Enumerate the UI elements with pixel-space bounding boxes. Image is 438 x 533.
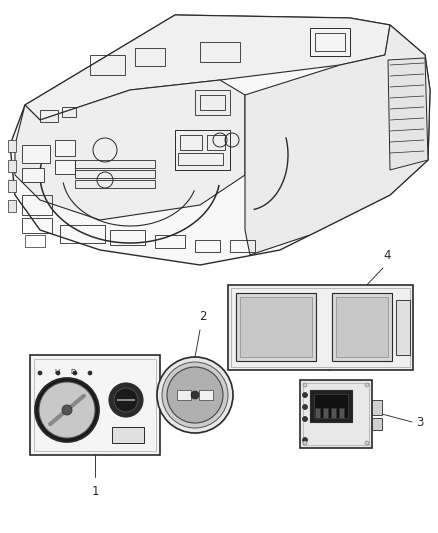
Bar xyxy=(228,285,413,370)
Bar xyxy=(207,135,225,150)
Bar xyxy=(110,230,145,245)
Circle shape xyxy=(365,383,369,387)
Bar xyxy=(177,390,191,400)
Polygon shape xyxy=(245,25,430,255)
Text: H: H xyxy=(54,369,60,375)
Bar xyxy=(75,180,155,188)
Bar xyxy=(336,297,388,357)
Bar xyxy=(30,355,160,455)
Bar xyxy=(199,390,213,400)
Bar xyxy=(230,240,255,252)
Bar xyxy=(22,145,50,163)
Bar xyxy=(332,293,392,361)
Circle shape xyxy=(114,388,138,412)
Bar xyxy=(75,160,155,168)
Circle shape xyxy=(303,392,307,398)
Text: 4: 4 xyxy=(383,249,391,262)
Circle shape xyxy=(162,362,228,428)
Circle shape xyxy=(167,367,223,423)
Polygon shape xyxy=(25,15,390,120)
Bar xyxy=(55,140,75,156)
Circle shape xyxy=(303,416,307,422)
Circle shape xyxy=(73,371,77,375)
Bar xyxy=(75,170,155,178)
Bar xyxy=(40,110,58,122)
Circle shape xyxy=(303,441,307,445)
Bar xyxy=(8,180,16,192)
Bar xyxy=(310,28,350,56)
Polygon shape xyxy=(15,80,245,220)
Bar xyxy=(178,153,223,165)
Bar xyxy=(195,90,230,115)
Circle shape xyxy=(109,383,143,417)
Bar xyxy=(231,288,410,367)
Bar xyxy=(200,95,225,110)
Text: D: D xyxy=(71,369,76,375)
Bar xyxy=(200,42,240,62)
Bar xyxy=(34,359,156,451)
Circle shape xyxy=(365,441,369,445)
Circle shape xyxy=(56,371,60,375)
Circle shape xyxy=(39,382,95,438)
Bar xyxy=(62,107,76,117)
Circle shape xyxy=(303,405,307,409)
Circle shape xyxy=(35,378,99,442)
Bar xyxy=(22,168,44,182)
Bar xyxy=(372,418,382,430)
Bar xyxy=(240,297,312,357)
Circle shape xyxy=(303,383,307,387)
Bar xyxy=(60,225,105,243)
Bar xyxy=(25,235,45,247)
Bar xyxy=(8,140,16,152)
Bar xyxy=(303,383,369,445)
Bar xyxy=(339,408,344,418)
Bar xyxy=(315,408,320,418)
Bar xyxy=(300,380,372,448)
Bar xyxy=(22,218,52,233)
Bar xyxy=(180,135,202,150)
Polygon shape xyxy=(10,15,430,265)
Bar xyxy=(112,427,144,443)
Circle shape xyxy=(191,391,199,399)
Circle shape xyxy=(303,438,307,442)
Text: 3: 3 xyxy=(416,416,424,429)
Circle shape xyxy=(157,357,233,433)
Bar xyxy=(195,240,220,252)
Bar xyxy=(90,55,125,75)
Text: 1: 1 xyxy=(91,485,99,498)
Bar xyxy=(175,130,230,170)
Bar xyxy=(135,48,165,66)
Circle shape xyxy=(38,371,42,375)
Text: 2: 2 xyxy=(199,310,207,323)
Bar xyxy=(314,394,348,418)
Bar xyxy=(236,293,316,361)
Circle shape xyxy=(88,371,92,375)
Bar xyxy=(8,160,16,172)
Bar xyxy=(331,408,336,418)
Bar xyxy=(22,195,52,215)
Bar xyxy=(396,300,410,355)
Bar xyxy=(372,400,382,415)
Bar xyxy=(310,390,352,422)
Bar xyxy=(155,235,185,248)
Polygon shape xyxy=(388,58,428,170)
Bar xyxy=(315,33,345,51)
Circle shape xyxy=(62,405,72,415)
Bar xyxy=(55,160,75,174)
Bar xyxy=(8,200,16,212)
Bar xyxy=(323,408,328,418)
